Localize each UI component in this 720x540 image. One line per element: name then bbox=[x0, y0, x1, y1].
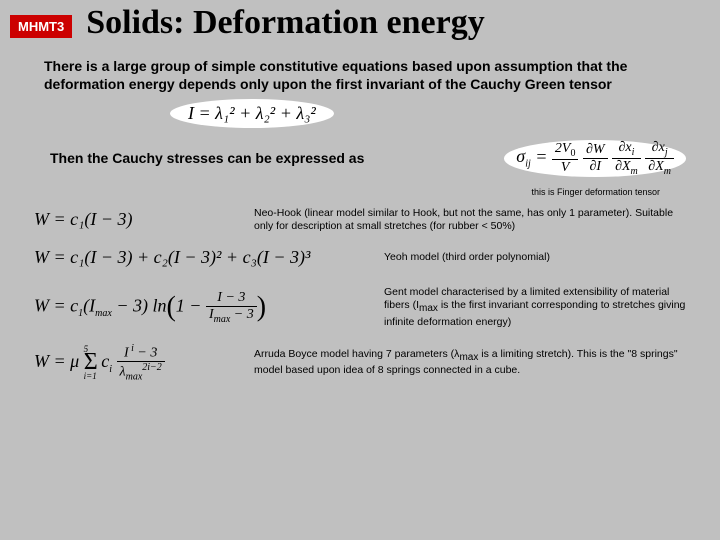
yeoh-desc: Yeoh model (third order polynomial) bbox=[384, 251, 550, 264]
neo-hook-desc: Neo-Hook (linear model similar to Hook, … bbox=[254, 207, 690, 233]
model-neo-hook: W = c₁(I − 3) Neo-Hook (linear model sim… bbox=[0, 207, 720, 233]
page-title: Solids: Deformation energy bbox=[86, 4, 485, 42]
intro-text: There is a large group of simple constit… bbox=[0, 42, 720, 93]
cauchy-stress-equation: σij = 2V0V ∂W∂I ∂xi∂Xm ∂xj∂Xm bbox=[504, 140, 686, 177]
model-arruda-boyce: W = μ Σ5i=1 ci I i − 3λmax2i−2 Arruda Bo… bbox=[0, 343, 720, 383]
gent-eq: W = c1(Imax − 3) ln(1 − I − 3Imax − 3) bbox=[34, 290, 364, 325]
finger-tensor-note: this is Finger deformation tensor bbox=[0, 187, 720, 197]
neo-hook-eq: W = c₁(I − 3) bbox=[34, 209, 234, 230]
invariant-equation-wrap: I = λ₁² + λ₂² + λ₃² bbox=[170, 99, 720, 128]
yeoh-eq: W = c₁(I − 3) + c₂(I − 3)² + c₃(I − 3)³ bbox=[34, 247, 364, 268]
course-badge: MHMT3 bbox=[10, 15, 72, 38]
arruda-eq: W = μ Σ5i=1 ci I i − 3λmax2i−2 bbox=[34, 343, 234, 383]
cauchy-stress-text: Then the Cauchy stresses can be expresse… bbox=[50, 150, 364, 166]
model-gent: W = c1(Imax − 3) ln(1 − I − 3Imax − 3) G… bbox=[0, 286, 720, 329]
cauchy-stress-line: Then the Cauchy stresses can be expresse… bbox=[0, 140, 720, 177]
gent-desc: Gent model characterised by a limited ex… bbox=[384, 286, 690, 329]
invariant-equation: I = λ₁² + λ₂² + λ₃² bbox=[170, 99, 334, 128]
arruda-desc: Arruda Boyce model having 7 parameters (… bbox=[254, 348, 690, 378]
model-yeoh: W = c₁(I − 3) + c₂(I − 3)² + c₃(I − 3)³ … bbox=[0, 247, 720, 268]
